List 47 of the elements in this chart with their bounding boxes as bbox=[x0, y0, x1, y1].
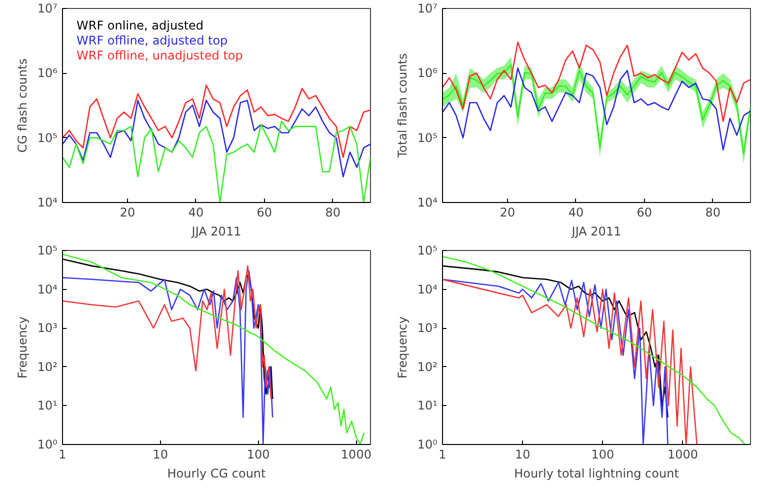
y-tick-label: 10³ bbox=[417, 321, 438, 336]
y-tick-label: 10⁶ bbox=[37, 66, 58, 80]
x-tick-label: 100 bbox=[246, 448, 270, 462]
y-tick-label: 10⁴ bbox=[37, 196, 58, 210]
y-tick-label: 10⁵ bbox=[37, 130, 58, 145]
x-tick-label: 80 bbox=[325, 206, 340, 220]
x-tick-label: 1000 bbox=[340, 448, 372, 462]
y-tick-label: 10⁴ bbox=[37, 282, 58, 296]
x-tick-label: 100 bbox=[591, 448, 614, 462]
y-tick-label: 10⁷ bbox=[37, 2, 58, 16]
y-tick-label: 10⁷ bbox=[417, 2, 438, 16]
x-tick-label: 1000 bbox=[668, 448, 698, 462]
x-tick-label: 1 bbox=[58, 448, 66, 462]
y-tick-label: 10⁰ bbox=[37, 438, 58, 452]
x-tick-label: 40 bbox=[188, 206, 204, 220]
x-tick-label: 1 bbox=[438, 448, 446, 462]
legend-label: WRF online, adjusted bbox=[76, 18, 204, 32]
x-axis-title: Hourly CG count bbox=[167, 466, 266, 480]
x-tick-label: 20 bbox=[120, 206, 136, 220]
x-axis-title: Hourly total lightning count bbox=[514, 466, 680, 480]
y-axis-title: Total flash counts bbox=[395, 53, 410, 159]
x-tick-label: 10 bbox=[152, 448, 168, 462]
x-axis-title: JJA 2011 bbox=[570, 224, 622, 238]
y-tick-label: 10² bbox=[417, 360, 438, 374]
y-axis-title: Frequency bbox=[15, 316, 30, 378]
y-axis-title: Frequency bbox=[395, 316, 410, 378]
y-tick-label: 10¹ bbox=[417, 398, 438, 413]
y-tick-label: 10⁰ bbox=[417, 438, 438, 452]
y-axis-title: CG flash counts bbox=[15, 58, 30, 153]
text: WRF offline, unadjusted top bbox=[76, 48, 243, 62]
y-tick-label: 10⁵ bbox=[417, 130, 438, 145]
y-tick-label: 10⁵ bbox=[37, 244, 58, 258]
x-tick-label: 60 bbox=[256, 206, 272, 220]
x-tick-label: 40 bbox=[568, 206, 584, 220]
x-tick-label: 20 bbox=[500, 206, 516, 220]
y-tick-label: 10² bbox=[37, 360, 58, 374]
x-tick-label: 80 bbox=[705, 206, 720, 220]
x-tick-label: 10 bbox=[514, 448, 530, 462]
y-tick-label: 10⁶ bbox=[417, 66, 438, 80]
x-tick-label: 60 bbox=[636, 206, 652, 220]
y-tick-label: 10⁴ bbox=[417, 196, 438, 210]
y-tick-label: 10¹ bbox=[37, 398, 58, 413]
y-tick-label: 10³ bbox=[37, 321, 58, 336]
text: WRF offline, adjusted top bbox=[76, 34, 228, 48]
x-axis-title: JJA 2011 bbox=[190, 224, 242, 238]
y-tick-label: 10⁵ bbox=[417, 244, 438, 258]
y-tick-label: 10⁴ bbox=[417, 282, 438, 296]
